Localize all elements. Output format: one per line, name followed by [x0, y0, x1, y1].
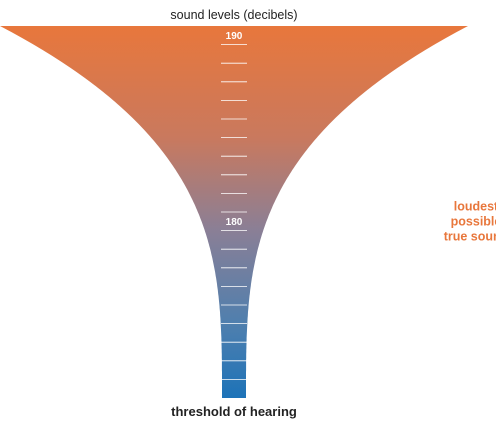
diagram-title: sound levels (decibels)	[170, 8, 297, 22]
decibel-tick-label: 180	[226, 217, 243, 228]
decibel-dividers	[221, 44, 247, 380]
hearing-zone-labels: loudestpossibletrue soundintolerablethre…	[444, 199, 496, 243]
hearing-zone-label: true sound	[444, 229, 496, 243]
hearing-zone-label: possible	[451, 214, 496, 228]
threshold-of-hearing-label: threshold of hearing	[171, 404, 297, 419]
decibel-tick-label: 170	[226, 403, 243, 414]
decibel-scale: 1901801701601501401301201101009080706050…	[226, 31, 243, 414]
hearing-zone-label: loudest	[454, 199, 496, 213]
decibel-tick-label: 190	[226, 31, 243, 42]
